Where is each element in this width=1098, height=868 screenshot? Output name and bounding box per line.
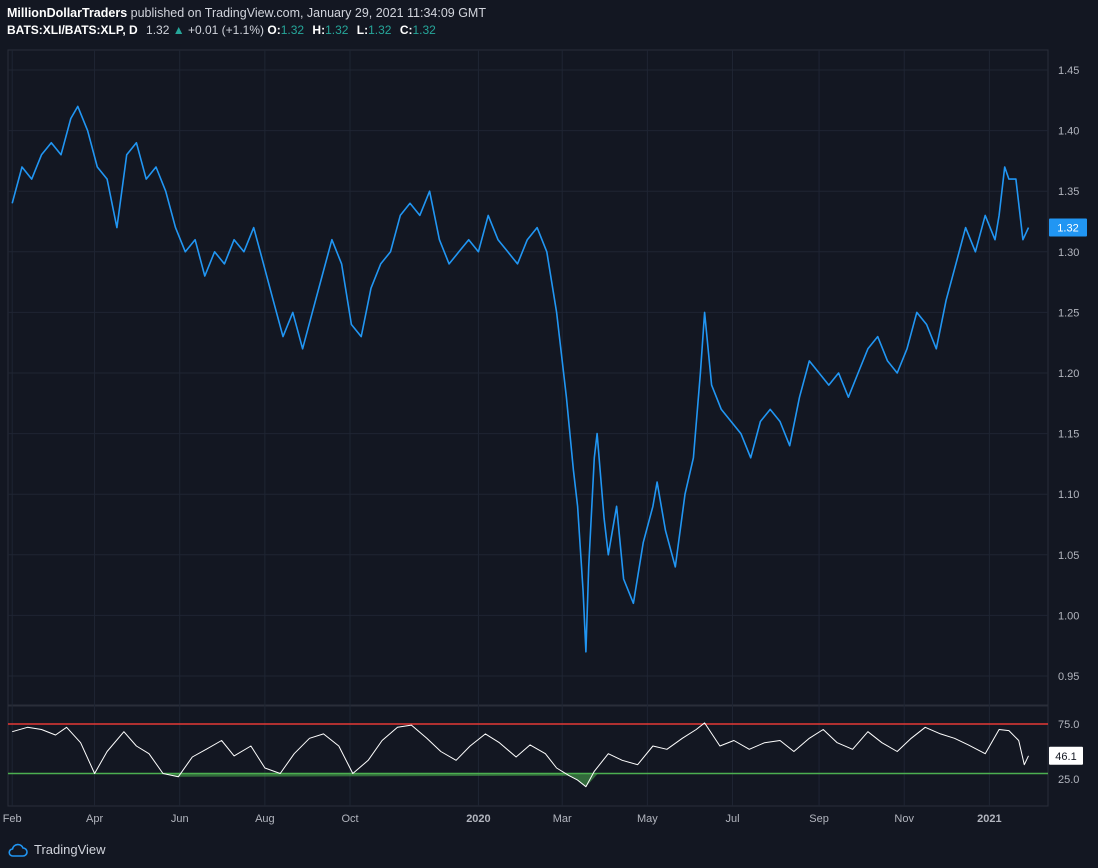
x-tick-label: Jun (171, 813, 189, 825)
price-tick-label: 1.30 (1058, 247, 1079, 259)
footer-bar: TradingView (0, 836, 1098, 868)
x-tick-label: Nov (894, 813, 914, 825)
x-tick-label: May (637, 813, 658, 825)
price-tick-label: 1.20 (1058, 368, 1079, 380)
tradingview-logo[interactable]: TradingView (8, 842, 106, 857)
tradingview-brand: TradingView (34, 842, 106, 857)
price-pane-frame (7, 49, 1049, 706)
publish-line: MillionDollarTraders published on Tradin… (7, 6, 486, 20)
symbol-label[interactable]: BATS:XLI/BATS:XLP, D (7, 23, 138, 37)
x-tick-label: 2020 (466, 813, 490, 825)
rsi-last-marker (1049, 746, 1083, 765)
low-value: 1.32 (368, 23, 392, 37)
rsi-oversold-fill (166, 773, 598, 787)
rsi-tick-label: 75.0 (1058, 719, 1079, 731)
x-tick-label: Mar (553, 813, 572, 825)
x-tick-label: Aug (255, 813, 275, 825)
price-series-line (11, 105, 1030, 653)
price-tick-label: 1.40 (1058, 126, 1079, 138)
rsi-series-line (12, 722, 1029, 788)
chart-area[interactable]: Feb Apr Jun Aug Oct 2020 Mar May Jul Sep Nov 2021 0.… (0, 44, 1098, 830)
tradingview-cloud-icon (8, 843, 28, 857)
price-tick-label: 1.15 (1058, 429, 1079, 441)
up-triangle-icon: ▲ (172, 23, 185, 37)
price-tick-label: 1.00 (1058, 610, 1079, 622)
rsi-tick-label: 25.0 (1058, 774, 1079, 786)
high-value: 1.32 (325, 23, 349, 37)
x-tick-label: Jul (725, 813, 739, 825)
published-text: published on TradingView.com, January 29… (130, 6, 486, 20)
rsi-last-marker-label: 46.1 (1055, 751, 1076, 763)
rsi-pane-frame (7, 705, 1049, 807)
x-tick-label: Oct (341, 813, 358, 825)
last-price-marker (1049, 218, 1087, 237)
close-label: C: (399, 23, 413, 37)
x-tick-label: Sep (809, 813, 829, 825)
price-tick-label: 1.10 (1058, 489, 1079, 501)
price-and-rsi-chart[interactable]: Feb Apr Jun Aug Oct 2020 Mar May Jul Sep Nov 2021 0.… (0, 44, 1098, 830)
last-price-marker-label: 1.32 (1057, 223, 1078, 235)
price-tick-label: 1.35 (1058, 186, 1079, 198)
author-name[interactable]: MillionDollarTraders (7, 6, 128, 20)
price-tick-label: 1.05 (1058, 550, 1079, 562)
high-label: H: (312, 23, 326, 37)
price-change: +0.01 (+1.1%) (187, 23, 265, 37)
x-tick-label: Feb (3, 813, 22, 825)
last-price: 1.32 (146, 23, 170, 37)
x-tick-label: Apr (86, 813, 103, 825)
price-tick-label: 1.25 (1058, 307, 1079, 319)
open-label: O: (267, 23, 281, 37)
close-value: 1.32 (412, 23, 436, 37)
x-tick-label: 2021 (977, 813, 1001, 825)
price-tick-label: 1.45 (1058, 65, 1079, 77)
chart-header: MillionDollarTraders published on Tradin… (0, 0, 1098, 44)
open-value: 1.32 (280, 23, 305, 37)
low-label: L: (356, 23, 369, 37)
price-tick-label: 0.95 (1058, 671, 1079, 683)
symbol-ohlc-line: BATS:XLI/BATS:XLP, D 1.32 ▲ +0.01 (+1.1%… (7, 23, 441, 37)
